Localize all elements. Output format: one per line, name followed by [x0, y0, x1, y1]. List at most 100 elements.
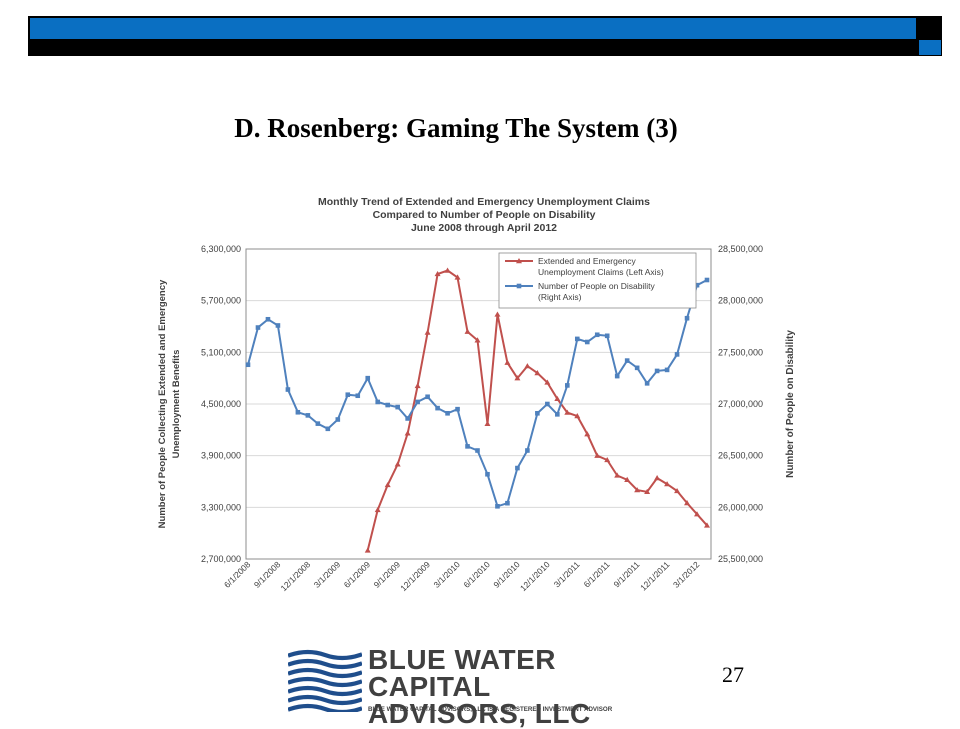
data-point-square — [245, 362, 251, 368]
data-point-square — [674, 352, 680, 357]
x-tick-label: 9/1/2011 — [612, 559, 642, 589]
series-line-1 — [366, 269, 708, 551]
logo-tagline: BLUE WATER CAPITAL ADVISORS, LLC IS A RE… — [368, 706, 613, 713]
data-point-triangle — [644, 488, 651, 495]
top-accent-square — [919, 40, 941, 55]
right-tick-label: 28,500,000 — [718, 244, 763, 254]
legend-label: Unemployment Claims (Left Axis) — [538, 267, 664, 277]
data-point-square — [485, 471, 490, 477]
data-point-square — [405, 416, 410, 421]
data-point-square — [255, 325, 261, 330]
right-tick-label: 27,000,000 — [718, 399, 763, 409]
right-tick-label: 27,500,000 — [718, 347, 763, 357]
data-point-square — [565, 383, 570, 388]
x-tick-label: 3/1/2011 — [552, 559, 582, 589]
legend-swatch-marker — [516, 283, 522, 289]
data-point-triangle — [544, 379, 551, 385]
data-point-square — [265, 316, 271, 322]
chart-title-line: June 2008 through April 2012 — [411, 222, 557, 234]
data-point-square — [305, 413, 311, 418]
data-point-square — [634, 365, 640, 371]
data-point-triangle — [674, 487, 681, 494]
waves-icon — [288, 649, 362, 712]
data-point-square — [445, 411, 450, 416]
data-point-square — [574, 336, 580, 342]
right-tick-label: 26,500,000 — [718, 451, 763, 461]
data-point-square — [535, 411, 540, 416]
left-tick-label: 5,700,000 — [201, 296, 241, 306]
data-point-triangle — [364, 547, 371, 553]
data-point-triangle — [404, 430, 411, 436]
data-point-square — [684, 315, 690, 321]
data-point-square — [525, 448, 530, 453]
data-point-square — [385, 402, 390, 408]
data-point-square — [614, 373, 620, 379]
data-point-triangle — [684, 500, 691, 506]
legend-label: (Right Axis) — [538, 292, 582, 302]
data-point-square — [415, 399, 420, 405]
legend-swatch-marker — [516, 258, 522, 264]
left-tick-label: 3,300,000 — [201, 502, 241, 512]
data-point-square — [355, 393, 361, 399]
data-point-triangle — [624, 476, 631, 482]
data-point-triangle — [524, 363, 531, 369]
right-axis-ticks: 25,500,000 26,000,000 26,500,000 27,000,000… — [718, 244, 763, 564]
data-point-square — [594, 332, 600, 338]
chart-title-line: Monthly Trend of Extended and Emergency … — [318, 196, 650, 208]
data-point-triangle — [564, 409, 571, 415]
series-line-2 — [247, 279, 708, 508]
data-point-triangle — [484, 420, 491, 427]
page-number: 27 — [722, 662, 744, 687]
x-tick-label: 9/1/2010 — [491, 559, 522, 590]
data-point-square — [654, 368, 660, 374]
right-axis-label: Number of People on Disability — [785, 330, 796, 478]
data-point-square — [435, 405, 440, 411]
data-point-triangle — [694, 511, 701, 517]
data-point-triangle — [514, 375, 521, 381]
x-tick-label: 3/1/2009 — [312, 559, 343, 590]
data-point-square — [275, 323, 281, 328]
slide-title: D. Rosenberg: Gaming The System (3) — [234, 113, 678, 143]
data-point-square — [455, 406, 460, 412]
data-point-triangle — [664, 481, 671, 487]
data-point-square — [624, 358, 630, 363]
legend-box — [498, 252, 697, 309]
data-point-triangle — [604, 456, 611, 463]
legend-label: Extended and Emergency — [538, 256, 637, 266]
data-point-square — [545, 401, 550, 407]
data-point-triangle — [534, 370, 541, 376]
chart-gridlines — [246, 300, 711, 508]
data-point-square — [325, 426, 331, 432]
logo-name-line1: BLUE WATER CAPITAL — [368, 644, 557, 702]
data-point-square — [475, 448, 480, 453]
data-point-square — [694, 282, 700, 288]
data-point-square — [425, 394, 430, 400]
chart-title: Monthly Trend of Extended and Emergency … — [318, 196, 650, 234]
left-axis-label-line: Unemployment Benefits — [171, 350, 182, 459]
left-tick-label: 2,700,000 — [201, 554, 241, 564]
x-tick-label: 3/1/2010 — [431, 559, 462, 590]
x-tick-label: 6/1/2009 — [342, 559, 373, 590]
data-point-triangle — [474, 337, 481, 343]
data-point-square — [295, 409, 301, 415]
data-point-triangle — [554, 395, 561, 402]
right-tick-label: 28,000,000 — [718, 296, 763, 306]
data-point-square — [345, 392, 351, 397]
x-tick-label: 6/1/2010 — [461, 559, 492, 590]
right-tick-label: 25,500,000 — [718, 554, 763, 564]
data-point-square — [505, 500, 510, 506]
data-point-triangle — [504, 359, 511, 365]
right-tick-label: 26,000,000 — [718, 502, 763, 512]
data-point-square — [465, 444, 470, 449]
x-tick-label: 9/1/2009 — [372, 559, 403, 590]
data-point-triangle — [414, 382, 421, 389]
data-point-square — [604, 333, 610, 339]
data-point-triangle — [574, 413, 581, 419]
data-point-square — [704, 277, 710, 283]
data-point-triangle — [594, 452, 601, 458]
data-point-square — [664, 367, 670, 373]
top-accent-blue-stripe — [30, 18, 916, 39]
data-point-square — [285, 387, 291, 392]
x-tick-label: 12/1/2009 — [398, 559, 432, 593]
